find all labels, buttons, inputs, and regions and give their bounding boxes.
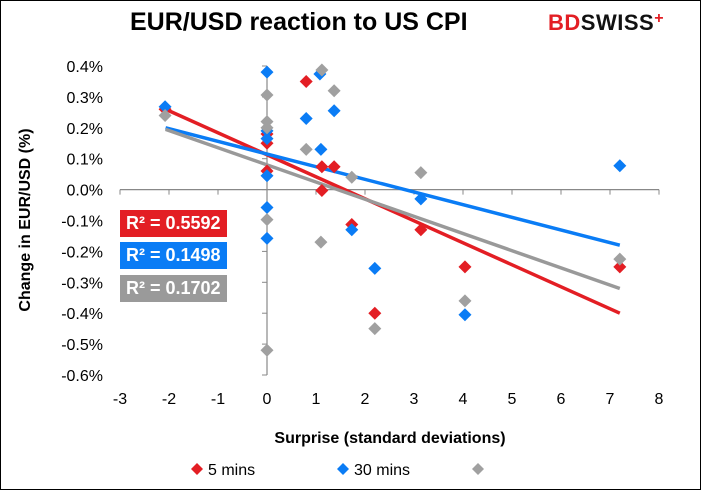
data-point-series-3: [414, 166, 428, 180]
y-axis-label: Change in EUR/USD (%): [17, 128, 34, 311]
trendline-series-1: [164, 107, 621, 315]
y-tick-label: -0.1%: [61, 214, 103, 231]
data-point-series-3: [260, 88, 274, 102]
trendline-series-2: [165, 126, 621, 247]
x-axis-label: Surprise (standard deviations): [274, 430, 505, 447]
data-point-series-2: [414, 192, 428, 206]
r2-label-5-mins: R² = 0.5592: [120, 210, 227, 237]
legend-marker-series-2: [337, 463, 349, 475]
data-point-series-2: [260, 132, 274, 146]
x-tick-label: 6: [557, 391, 566, 408]
data-point-series-3: [299, 142, 313, 156]
data-point-series-1: [327, 160, 341, 174]
data-point-series-3: [315, 63, 329, 77]
legend-label-series-2: 30 mins: [354, 462, 410, 479]
data-point-series-3: [368, 322, 382, 336]
plus-icon: +: [654, 10, 665, 27]
y-tick-label: 0.3%: [67, 90, 103, 107]
data-point-series-1: [458, 260, 472, 274]
x-tick-label: -1: [211, 391, 225, 408]
chart-title: EUR/USD reaction to US CPI: [130, 8, 468, 36]
data-point-series-1: [299, 74, 313, 88]
data-point-series-2: [260, 65, 274, 79]
x-tick-label: -2: [162, 391, 176, 408]
trendline-series-3: [164, 127, 621, 291]
x-tick-label: 1: [312, 391, 321, 408]
data-point-series-2: [345, 223, 359, 237]
legend-marker-series-1: [191, 463, 203, 475]
data-point-series-2: [260, 169, 274, 183]
data-point-series-2: [260, 201, 274, 215]
data-point-series-3: [327, 84, 341, 98]
x-tick-label: 0: [263, 391, 272, 408]
data-point-series-2: [158, 100, 172, 114]
y-tick-label: -0.6%: [61, 368, 103, 385]
x-tick-label: 8: [655, 391, 664, 408]
x-tick-label: 4: [459, 391, 468, 408]
y-tick-label: 0.2%: [67, 121, 103, 138]
x-tick-label: 5: [508, 391, 517, 408]
y-tick-label: 0.4%: [67, 59, 103, 76]
y-tick-label: -0.4%: [61, 306, 103, 323]
data-point-series-3: [314, 235, 328, 249]
r2-label-30-mins: R² = 0.1498: [120, 242, 227, 269]
y-tick-label: -0.2%: [61, 244, 103, 261]
data-point-series-3: [613, 252, 627, 266]
data-point-series-3: [260, 121, 274, 135]
data-point-series-1: [414, 223, 428, 237]
data-point-series-2: [458, 308, 472, 322]
data-point-series-3: [260, 213, 274, 227]
r2-label-third-series: R² = 0.1702: [120, 275, 227, 302]
data-point-series-2: [260, 231, 274, 245]
data-point-series-2: [327, 104, 341, 118]
x-tick-label: 3: [410, 391, 419, 408]
legend-marker-series-3: [472, 463, 484, 475]
data-point-series-3: [458, 294, 472, 308]
data-point-series-2: [314, 142, 328, 156]
x-tick-label: 2: [361, 391, 370, 408]
data-point-series-3: [260, 343, 274, 357]
y-tick-label: -0.3%: [61, 275, 103, 292]
bdswiss-logo: BDSWISS+: [548, 10, 665, 35]
data-point-series-3: [345, 170, 359, 184]
data-point-series-2: [613, 159, 627, 173]
x-tick-label: -3: [113, 391, 127, 408]
data-point-series-1: [613, 260, 627, 274]
data-point-series-2: [368, 261, 382, 275]
y-tick-label: 0.1%: [67, 152, 103, 169]
legend-label-series-1: 5 mins: [208, 462, 255, 479]
data-point-series-2: [299, 112, 313, 126]
y-tick-label: -0.5%: [61, 337, 103, 354]
data-point-series-3: [158, 108, 172, 122]
data-point-series-1: [368, 306, 382, 320]
data-point-series-1: [315, 160, 329, 174]
x-tick-label: 7: [606, 391, 615, 408]
data-point-series-1: [315, 184, 329, 198]
y-tick-label: 0.0%: [67, 183, 103, 200]
